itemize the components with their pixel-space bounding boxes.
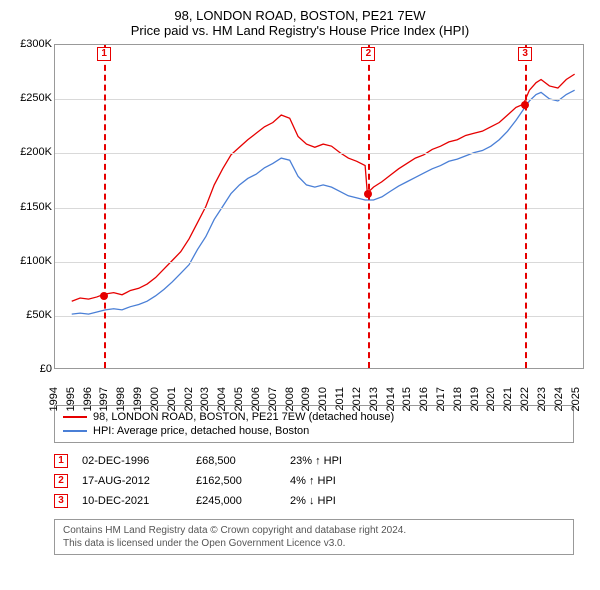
legend-swatch <box>63 416 87 418</box>
chart-area: £0£50K£100K£150K£200K£250K£300K 123 1994… <box>10 44 590 399</box>
event-diff: 4% ↑ HPI <box>290 475 380 487</box>
y-tick-label: £150K <box>20 201 52 213</box>
event-date: 02-DEC-1996 <box>82 455 182 467</box>
marker-label: 3 <box>518 47 532 61</box>
series-line <box>72 90 575 314</box>
x-tick-label: 1997 <box>98 387 110 411</box>
lines-svg <box>55 45 583 368</box>
event-diff: 23% ↑ HPI <box>290 455 380 467</box>
x-tick-label: 2014 <box>385 387 397 411</box>
plot-area: 1 2 3 <box>54 44 584 369</box>
x-tick-label: 2000 <box>149 387 161 411</box>
legend-label: 98, LONDON ROAD, BOSTON, PE21 7EW (detac… <box>93 411 394 423</box>
x-tick-label: 2025 <box>570 387 582 411</box>
x-tick-label: 2018 <box>452 387 464 411</box>
footer: Contains HM Land Registry data © Crown c… <box>54 519 574 555</box>
event-price: £162,500 <box>196 475 276 487</box>
x-tick-label: 1994 <box>48 387 60 411</box>
x-axis: 1994199519961997199819992000200120022003… <box>54 369 584 399</box>
events-table: 1 02-DEC-1996 £68,500 23% ↑ HPI 2 17-AUG-2012… <box>54 451 574 511</box>
marker-line <box>525 45 527 368</box>
legend-label: HPI: Average price, detached house, Bost… <box>93 425 309 437</box>
event-price: £68,500 <box>196 455 276 467</box>
event-price: £245,000 <box>196 495 276 507</box>
legend-swatch <box>63 430 87 432</box>
x-tick-label: 2017 <box>435 387 447 411</box>
x-tick-label: 2022 <box>519 387 531 411</box>
y-tick-label: £0 <box>40 363 52 375</box>
x-tick-label: 2001 <box>166 387 178 411</box>
marker-dot <box>100 292 108 300</box>
event-number: 2 <box>54 474 68 488</box>
marker-line <box>104 45 106 368</box>
x-tick-label: 2011 <box>334 387 346 411</box>
y-tick-label: £250K <box>20 92 52 104</box>
y-tick-label: £300K <box>20 38 52 50</box>
marker-label: 1 <box>97 47 111 61</box>
event-number: 1 <box>54 454 68 468</box>
x-tick-label: 2007 <box>267 387 279 411</box>
x-tick-label: 2021 <box>502 387 514 411</box>
event-diff: 2% ↓ HPI <box>290 495 380 507</box>
x-tick-label: 2012 <box>351 387 363 411</box>
footer-line1: Contains HM Land Registry data © Crown c… <box>63 524 565 537</box>
x-tick-label: 2005 <box>233 387 245 411</box>
y-axis: £0£50K£100K£150K£200K£250K£300K <box>10 44 54 369</box>
x-tick-label: 1999 <box>132 387 144 411</box>
footer-line2: This data is licensed under the Open Gov… <box>63 537 565 550</box>
event-date: 10-DEC-2021 <box>82 495 182 507</box>
chart-subtitle: Price paid vs. HM Land Registry's House … <box>10 23 590 38</box>
x-tick-label: 2024 <box>553 387 565 411</box>
y-tick-label: £100K <box>20 255 52 267</box>
event-row: 1 02-DEC-1996 £68,500 23% ↑ HPI <box>54 451 574 471</box>
x-tick-label: 2003 <box>199 387 211 411</box>
x-tick-label: 2004 <box>216 387 228 411</box>
event-row: 3 10-DEC-2021 £245,000 2% ↓ HPI <box>54 491 574 511</box>
event-number: 3 <box>54 494 68 508</box>
event-row: 2 17-AUG-2012 £162,500 4% ↑ HPI <box>54 471 574 491</box>
x-tick-label: 2002 <box>183 387 195 411</box>
x-tick-label: 1998 <box>115 387 127 411</box>
legend-row: 98, LONDON ROAD, BOSTON, PE21 7EW (detac… <box>63 410 565 424</box>
marker-line <box>368 45 370 368</box>
x-tick-label: 2020 <box>485 387 497 411</box>
chart-title: 98, LONDON ROAD, BOSTON, PE21 7EW <box>10 8 590 23</box>
event-date: 17-AUG-2012 <box>82 475 182 487</box>
y-tick-label: £50K <box>26 309 52 321</box>
x-tick-label: 2019 <box>469 387 481 411</box>
x-tick-label: 1995 <box>65 387 77 411</box>
x-tick-label: 2008 <box>284 387 296 411</box>
x-tick-label: 2023 <box>536 387 548 411</box>
x-tick-label: 2006 <box>250 387 262 411</box>
legend-row: HPI: Average price, detached house, Bost… <box>63 424 565 438</box>
marker-dot <box>364 190 372 198</box>
x-tick-label: 2016 <box>418 387 430 411</box>
marker-dot <box>521 101 529 109</box>
x-tick-label: 2015 <box>401 387 413 411</box>
x-tick-label: 2013 <box>368 387 380 411</box>
x-tick-label: 1996 <box>82 387 94 411</box>
x-tick-label: 2009 <box>300 387 312 411</box>
y-tick-label: £200K <box>20 146 52 158</box>
series-line <box>72 74 575 301</box>
x-tick-label: 2010 <box>317 387 329 411</box>
marker-label: 2 <box>361 47 375 61</box>
